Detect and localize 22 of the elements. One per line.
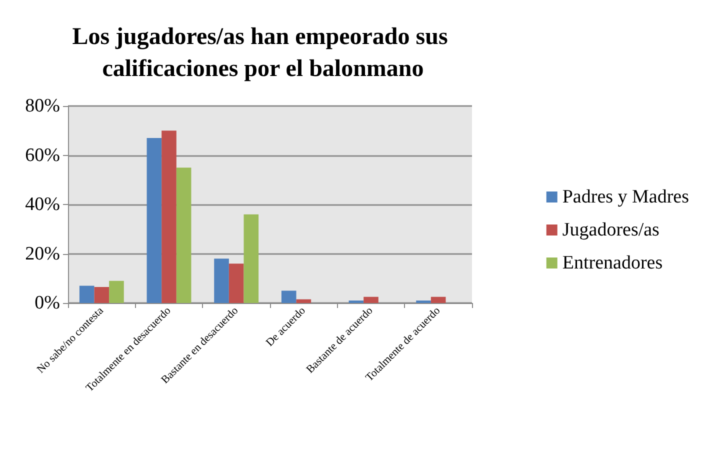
bar bbox=[176, 168, 192, 303]
legend-label: Jugadores/as bbox=[562, 220, 660, 240]
bar bbox=[296, 299, 312, 303]
y-tick-label: 80% bbox=[25, 96, 60, 116]
bar bbox=[79, 286, 94, 303]
y-tick-label: 0% bbox=[34, 292, 60, 314]
bar bbox=[281, 290, 296, 303]
bar bbox=[109, 280, 124, 303]
bar bbox=[214, 258, 229, 303]
legend-label: Padres y Madres bbox=[562, 186, 690, 208]
legend-label: Entrenadores bbox=[562, 252, 663, 274]
bar bbox=[162, 130, 176, 303]
bar bbox=[94, 286, 110, 303]
y-tick-label: 20% bbox=[25, 243, 60, 264]
y-tick-label: 40% bbox=[25, 194, 60, 215]
chart-title: Los jugadores/as han empeorado sus calificaciones por el balonmano bbox=[72, 24, 454, 82]
bar bbox=[228, 264, 244, 303]
bar bbox=[146, 138, 162, 303]
bar bbox=[364, 296, 378, 303]
y-tick-label: 60% bbox=[25, 144, 60, 166]
bar bbox=[244, 214, 259, 303]
bar bbox=[430, 296, 446, 303]
